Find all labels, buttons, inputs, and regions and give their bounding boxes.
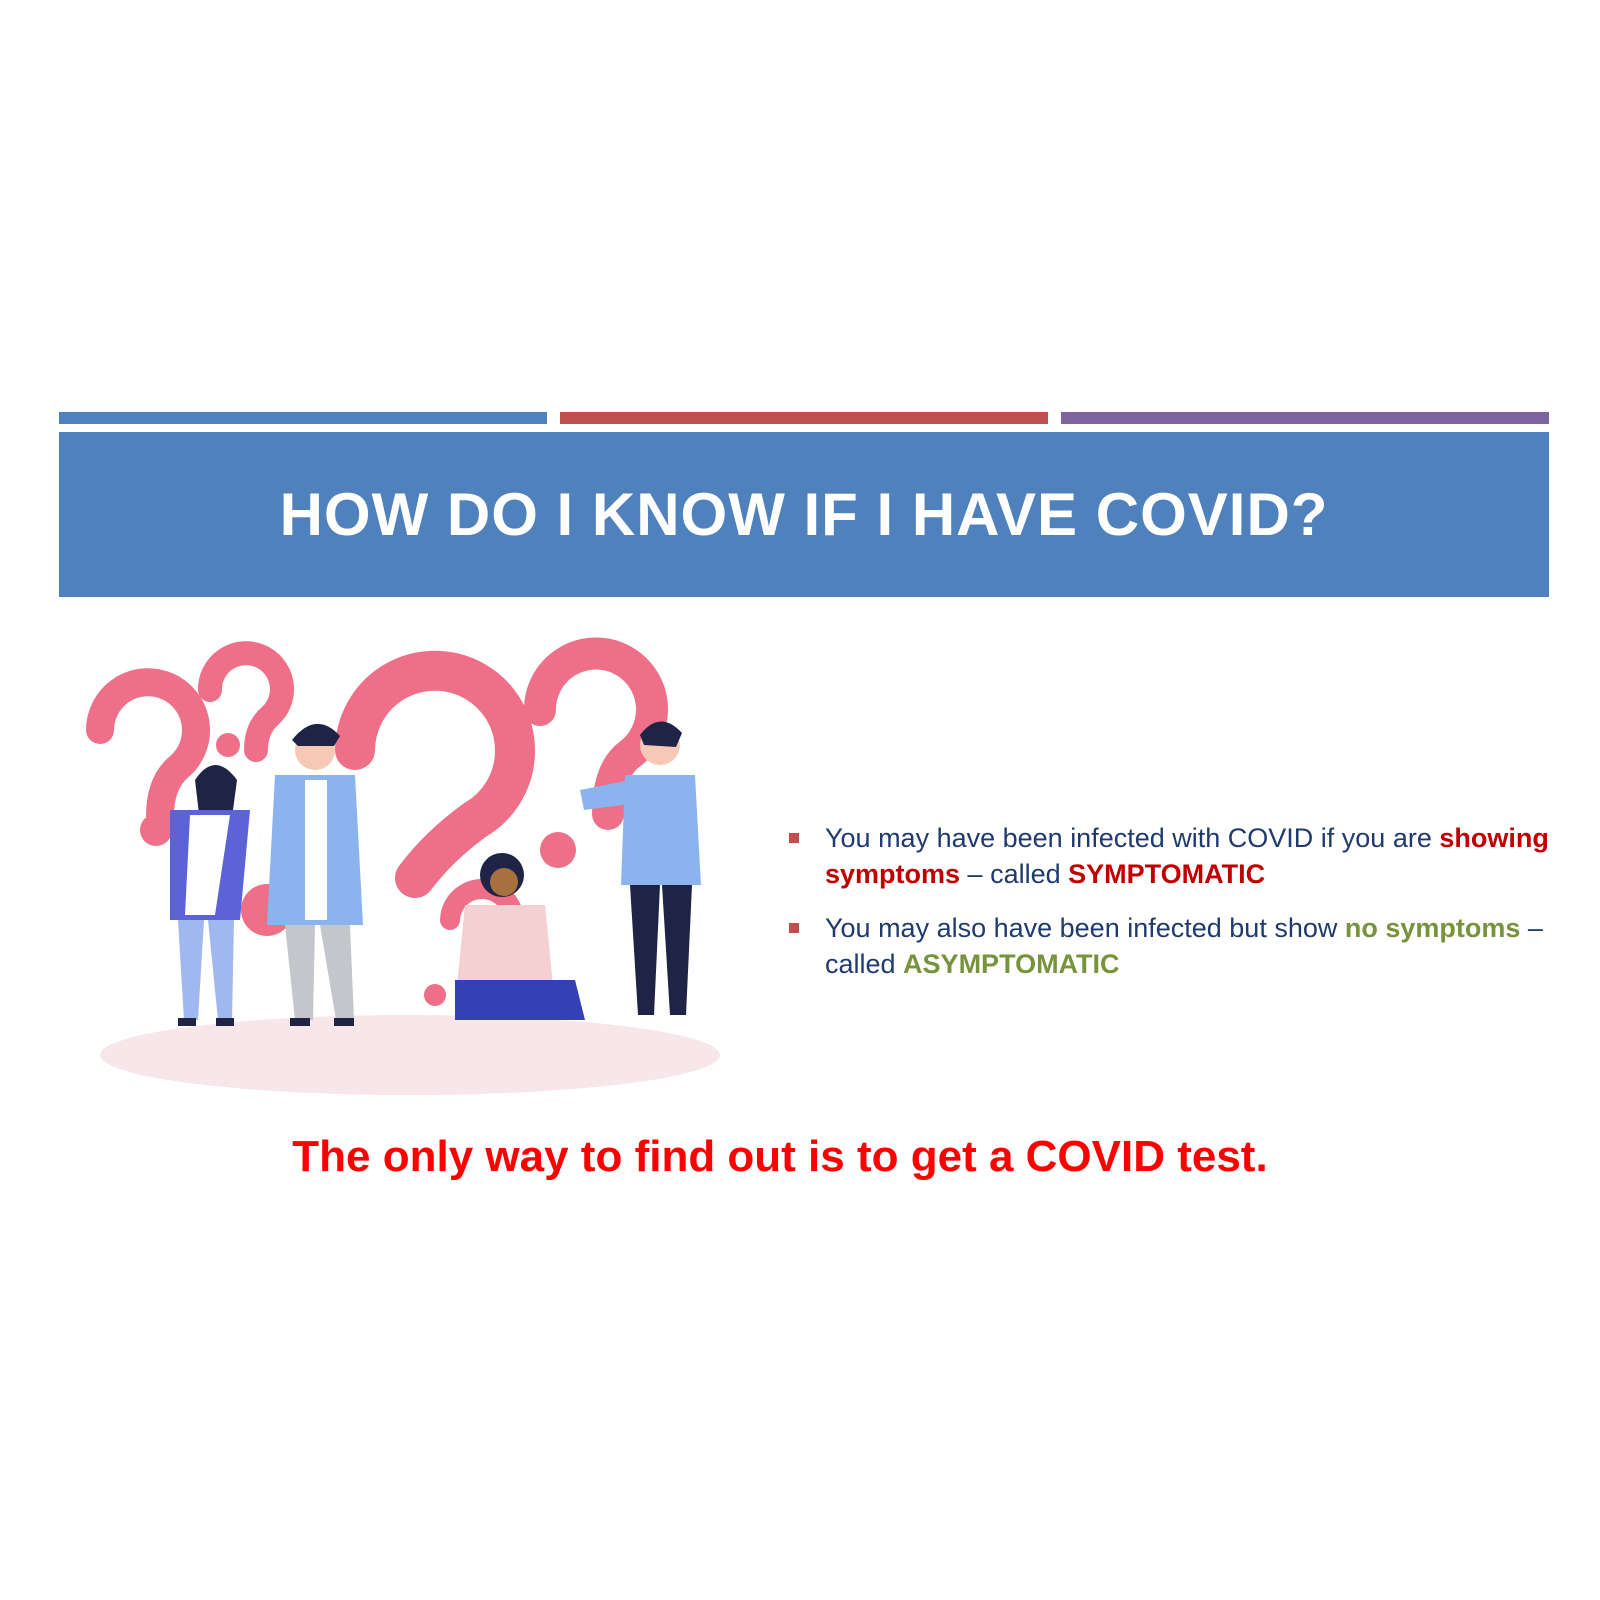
bullet-emphasis: showing symptoms [825, 823, 1549, 889]
accent-bar-red [560, 412, 1048, 424]
footer-note: The only way to find out is to get a COV… [292, 1132, 1268, 1181]
bullet-text: You may also have been infected but show [825, 913, 1345, 943]
bullet-item-symptomatic: You may have been infected with COVID if… [785, 820, 1565, 892]
person-man-right [580, 721, 701, 1015]
bullet-label: SYMPTOMATIC [1068, 859, 1266, 889]
bullet-list: You may have been infected with COVID if… [785, 820, 1565, 1000]
question-mark-icon [523, 637, 668, 868]
question-mark-icon [197, 641, 294, 762]
square-bullet-icon [789, 923, 799, 933]
person-man-center [267, 723, 363, 1026]
question-mark-icon [86, 668, 210, 846]
floor-shadow [100, 1015, 720, 1095]
bullet-emphasis: no symptoms [1344, 913, 1521, 943]
title-banner: HOW DO I KNOW IF I HAVE COVID? [59, 432, 1549, 597]
square-bullet-icon [789, 833, 799, 843]
bullet-text: You may have been infected with COVID if… [825, 823, 1440, 853]
bullet-text: – called [825, 913, 1543, 979]
illustration-svg [86, 637, 720, 1095]
person-seated-woman [455, 853, 585, 1020]
accent-bar-purple [1061, 412, 1549, 424]
bullet-label: ASYMPTOMATIC [903, 949, 1120, 979]
people-with-question-marks-illustration [80, 630, 760, 1100]
person-woman-left [170, 765, 250, 1026]
bullet-item-asymptomatic: You may also have been infected but show… [785, 910, 1565, 982]
slide-title: HOW DO I KNOW IF I HAVE COVID? [279, 481, 1329, 548]
accent-bar-blue [59, 412, 547, 424]
bullet-text: – called [960, 859, 1069, 889]
